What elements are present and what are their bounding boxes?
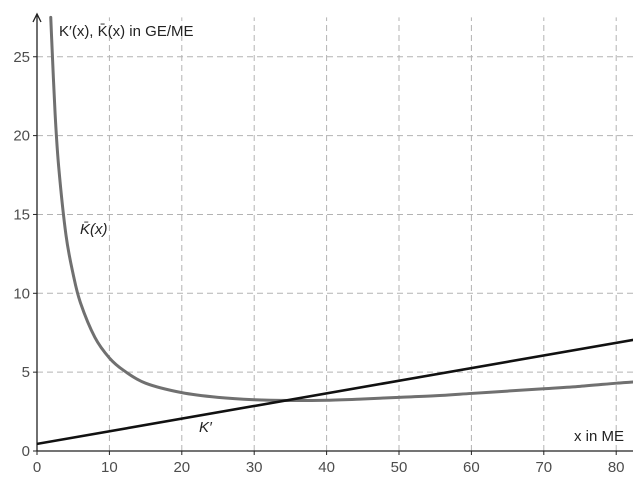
average-cost-curve [49, 15, 633, 403]
x-tick-label: 70 [535, 459, 552, 476]
y-tick-label: 10 [13, 285, 30, 302]
y-tick-label: 20 [13, 128, 30, 145]
x-tick-label: 40 [318, 459, 335, 476]
y-axis-label: K′(x), K̄(x) in GE/ME [59, 23, 194, 40]
y-tick-label: 15 [13, 206, 30, 223]
y-tick-label: 5 [22, 364, 30, 381]
x-tick-label: 80 [608, 459, 625, 476]
grid [37, 17, 633, 451]
x-tick-label: 20 [173, 459, 190, 476]
series-label-average-cost: K̄(x) [80, 221, 108, 238]
axes [32, 12, 633, 452]
x-tick-label: 10 [101, 459, 118, 476]
y-axis-arrow [32, 12, 42, 23]
x-tick-label: 0 [33, 459, 41, 476]
x-tick-label: 30 [246, 459, 263, 476]
y-tick-label: 25 [13, 49, 30, 66]
x-axis-label: x in ME [574, 428, 624, 445]
x-tick-label: 50 [391, 459, 408, 476]
series-layer [37, 15, 633, 446]
tick-labels: 0 10 20 30 40 50 60 70 80 0 5 10 15 20 25 [13, 49, 624, 476]
series-label-marginal-cost: K′ [199, 419, 213, 436]
marginal-cost-line [37, 338, 633, 446]
x-tick-label: 60 [463, 459, 480, 476]
y-tick-label: 0 [22, 443, 30, 460]
